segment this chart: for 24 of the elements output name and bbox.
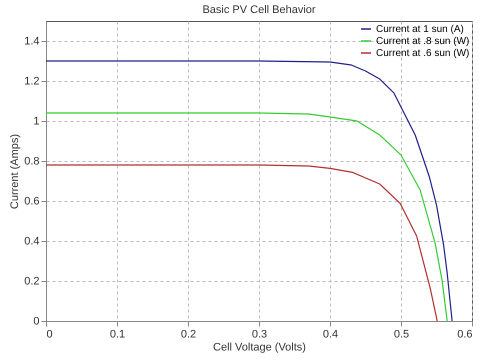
y-tick-label: 0.2 xyxy=(24,276,40,288)
chart-title: Basic PV Cell Behavior xyxy=(202,4,316,16)
legend-label: Current at .8 sun (W) xyxy=(376,36,470,47)
x-tick-label: 0.6 xyxy=(457,328,472,340)
y-tick-label: 1 xyxy=(33,116,40,128)
x-tick-label: 0 xyxy=(46,328,53,340)
x-tick-label: 0.2 xyxy=(180,328,196,340)
y-tick-label: 1.2 xyxy=(24,76,40,88)
y-axis-title: Current (Amps) xyxy=(9,134,22,210)
x-tick-label: 0.1 xyxy=(110,328,126,340)
line-series xyxy=(45,164,438,322)
y-tick-label: 0.8 xyxy=(24,156,40,168)
x-tick-label: 0.5 xyxy=(394,328,410,340)
y-tick-label: 1.4 xyxy=(24,36,40,48)
y-tick-label: 0.6 xyxy=(24,196,40,208)
line-series xyxy=(45,60,453,322)
x-tick-label: 0.4 xyxy=(322,328,338,340)
legend-label: Current at .6 sun (W) xyxy=(376,48,470,59)
x-tick-label: 0.3 xyxy=(252,328,268,340)
x-axis-title: Cell Voltage (Volts) xyxy=(213,342,306,354)
legend-label: Current at 1 sun (A) xyxy=(376,24,464,35)
y-tick-label: 0 xyxy=(33,316,40,328)
line-series xyxy=(45,112,448,322)
y-tick-label: 0.4 xyxy=(24,236,40,248)
